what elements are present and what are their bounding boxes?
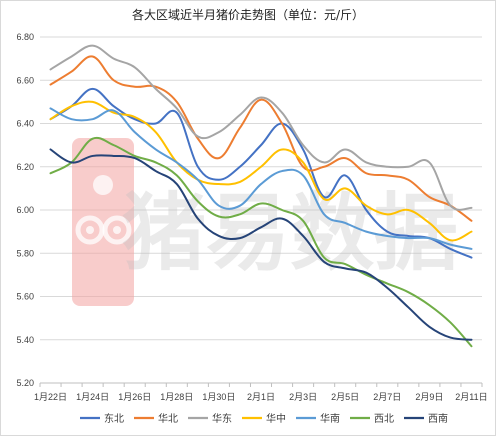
legend-label: 华中 — [266, 412, 286, 425]
y-tick-label: 6.60 — [16, 75, 34, 85]
x-tick-label: 2月3日 — [289, 392, 317, 402]
legend-label: 华东 — [212, 412, 232, 425]
series-line-3 — [49, 44, 473, 211]
legend-label: 西北 — [374, 413, 394, 425]
legend-item: 东北 — [80, 412, 124, 425]
y-tick-label: 6.80 — [16, 32, 34, 42]
x-tick-label: 1月30日 — [202, 392, 235, 402]
watermark-logo-ring-right — [102, 215, 132, 245]
x-tick-label: 2月7日 — [373, 392, 401, 402]
y-tick-label: 6.40 — [16, 119, 34, 129]
axes: 5.20 5.40 5.60 5.80 6.00 6.20 6.40 6.60 6.80 1月22… — [16, 32, 487, 402]
legend: 东北 华北 华东 华中 华南 西北 西南 — [80, 412, 448, 425]
legend-label: 华北 — [158, 412, 178, 425]
x-tick-label: 2月5日 — [331, 392, 359, 402]
x-tick-label: 1月28日 — [160, 392, 193, 402]
series-line-6 — [49, 136, 473, 348]
y-tick-label: 5.80 — [16, 248, 34, 258]
x-tick-label: 1月22日 — [34, 392, 67, 402]
series-line-2 — [49, 55, 473, 222]
watermark-logo-ring-left — [75, 215, 105, 245]
legend-label: 东北 — [104, 412, 124, 425]
x-tick-label: 1月24日 — [76, 392, 109, 402]
watermark: 猪易数据 — [72, 138, 458, 306]
legend-item: 华东 — [188, 412, 232, 425]
y-tick-label: 5.20 — [16, 378, 34, 388]
legend-label: 西南 — [428, 412, 448, 425]
y-tick-label: 5.40 — [16, 335, 34, 345]
legend-item: 华北 — [134, 412, 178, 425]
x-tick-label: 2月1日 — [247, 392, 275, 402]
legend-label: 华南 — [320, 412, 340, 425]
watermark-text: 猪易数据 — [122, 184, 458, 282]
chart-title: 各大区域近半月猪价走势图（单位：元/斤） — [132, 7, 364, 22]
series-line-7 — [49, 148, 473, 341]
legend-item: 西北 — [350, 413, 394, 425]
series-line-5 — [49, 107, 473, 250]
x-tick-label: 1月26日 — [118, 392, 151, 402]
y-tick-label: 6.00 — [16, 205, 34, 215]
y-tick-label: 6.20 — [16, 162, 34, 172]
watermark-logo-dot-right — [113, 226, 121, 234]
legend-item: 西南 — [404, 412, 448, 425]
legend-item: 华中 — [242, 412, 286, 425]
series-line-1 — [49, 87, 473, 259]
legend-item: 华南 — [296, 412, 340, 425]
series-lines — [49, 44, 473, 348]
watermark-logo-dot-left — [86, 226, 94, 234]
y-tick-label: 5.60 — [16, 292, 34, 302]
x-tick-label: 2月9日 — [415, 392, 443, 402]
watermark-logo — [72, 138, 134, 306]
watermark-logo-dot — [93, 175, 113, 195]
x-tick-label: 2月11日 — [455, 392, 487, 402]
